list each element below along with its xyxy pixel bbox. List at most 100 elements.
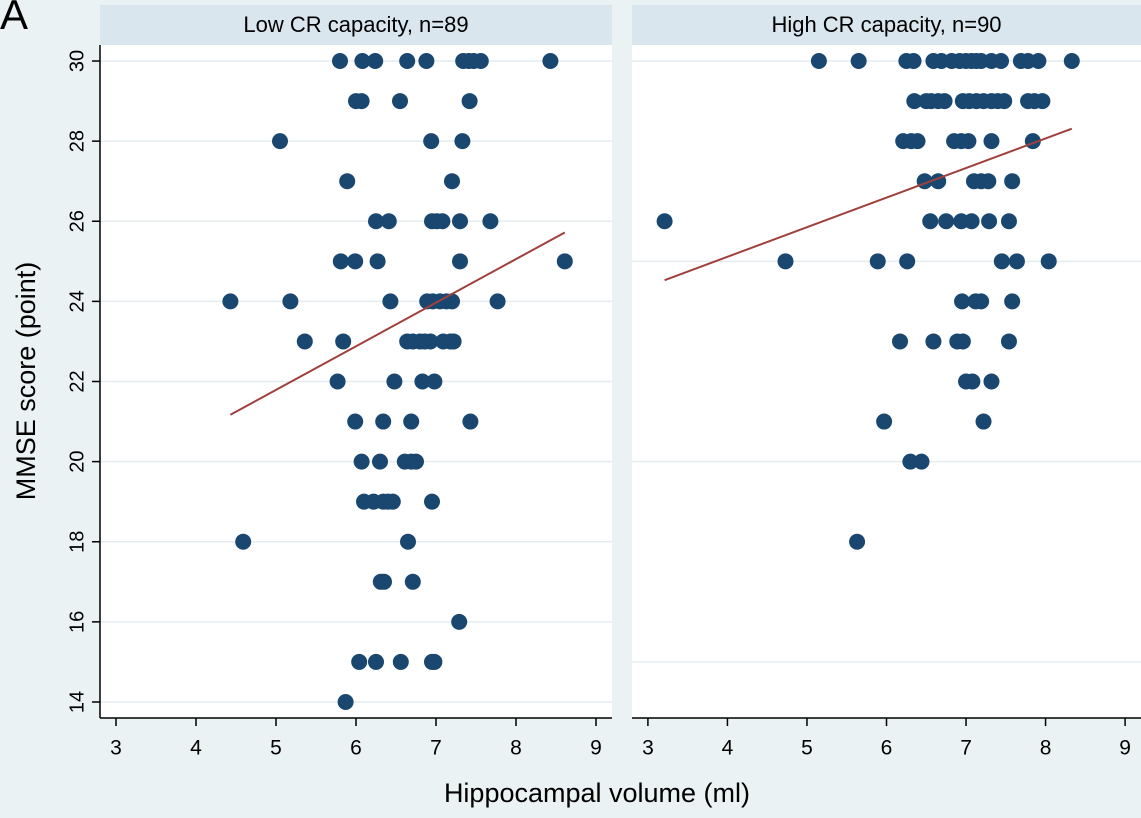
x-tick-label: 5 [801,737,813,760]
data-point [906,93,923,110]
data-point [461,93,478,110]
data-point [850,53,867,70]
x-tick-label: 6 [350,737,362,760]
data-point [444,293,460,310]
data-point [451,613,468,630]
data-point [876,413,893,430]
data-point [404,573,421,590]
data-point [954,293,971,310]
data-point [353,453,370,470]
y-tick-label: 20 [66,450,88,472]
data-point [922,213,939,230]
panel-header [100,5,612,45]
data-point [656,213,673,230]
data-point [422,333,439,350]
data-point [335,333,352,350]
x-tick-label: 6 [881,737,893,760]
data-point [400,533,416,550]
data-point [368,653,384,670]
x-tick-label: 7 [430,737,442,760]
x-tick-label: 4 [722,737,734,760]
data-point [423,133,440,150]
data-point [913,453,930,470]
data-point [347,413,364,430]
data-point [337,693,354,710]
x-tick-label: 3 [110,737,122,760]
data-point [380,213,397,230]
data-point [482,213,499,230]
data-point [424,493,440,510]
data-point [351,653,368,670]
y-tick-label: 16 [66,611,88,633]
panel-label: A [0,0,28,38]
panel-title: Low CR capacity, n=89 [243,12,468,37]
data-point [983,133,1000,150]
data-point [353,93,370,110]
data-point [1004,293,1021,310]
fit-line [229,231,566,416]
data-point [368,213,384,230]
data-point [954,333,971,350]
data-point [296,333,313,350]
data-point [452,213,468,230]
data-point [414,373,431,390]
data-point [472,53,489,70]
data-point [426,653,443,670]
data-point [996,93,1013,110]
data-point [993,53,1010,70]
data-point [964,373,981,390]
data-point [960,133,977,150]
data-point [905,53,922,70]
data-point [376,573,392,590]
data-point [408,453,424,470]
x-tick-label: 9 [590,737,602,760]
y-tick-label: 14 [66,691,88,713]
data-point [372,453,388,470]
data-point [849,533,866,550]
data-point [909,133,926,150]
data-point [392,93,408,110]
data-point [454,133,471,150]
data-point [556,253,573,270]
data-point [925,333,942,350]
data-point [282,293,299,310]
y-tick-label: 26 [66,210,88,232]
data-point [963,213,980,230]
data-point [980,173,997,190]
data-point [981,213,998,230]
data-point [332,53,348,70]
data-point [777,253,794,270]
fit-line [664,127,1073,282]
panel-header [632,5,1141,45]
data-point [810,53,827,70]
data-point [973,293,990,310]
y-tick-label: 24 [66,290,88,312]
data-point [375,413,392,430]
y-tick-label: 28 [66,130,88,152]
data-point [384,493,401,510]
data-point [392,653,409,670]
data-point [235,533,252,550]
data-point [354,53,371,70]
panel-title: High CR capacity, n=90 [771,12,1001,37]
data-point [386,373,403,390]
y-axis-label: MMSE score (point) [11,262,41,501]
data-point [434,213,451,230]
data-point [369,253,386,270]
data-point [1030,53,1047,70]
data-point [329,373,346,390]
data-point [1034,93,1051,110]
data-point [899,253,916,270]
data-point [1000,333,1017,350]
data-point [382,293,399,310]
x-tick-label: 8 [510,737,522,760]
data-point [222,293,239,310]
data-point [983,373,1000,390]
data-point [332,253,349,270]
plot-area [632,45,1141,718]
data-point [1004,173,1021,190]
data-point [1008,253,1025,270]
x-axis-label: Hippocampal volume (ml) [444,778,750,808]
data-point [542,53,559,70]
